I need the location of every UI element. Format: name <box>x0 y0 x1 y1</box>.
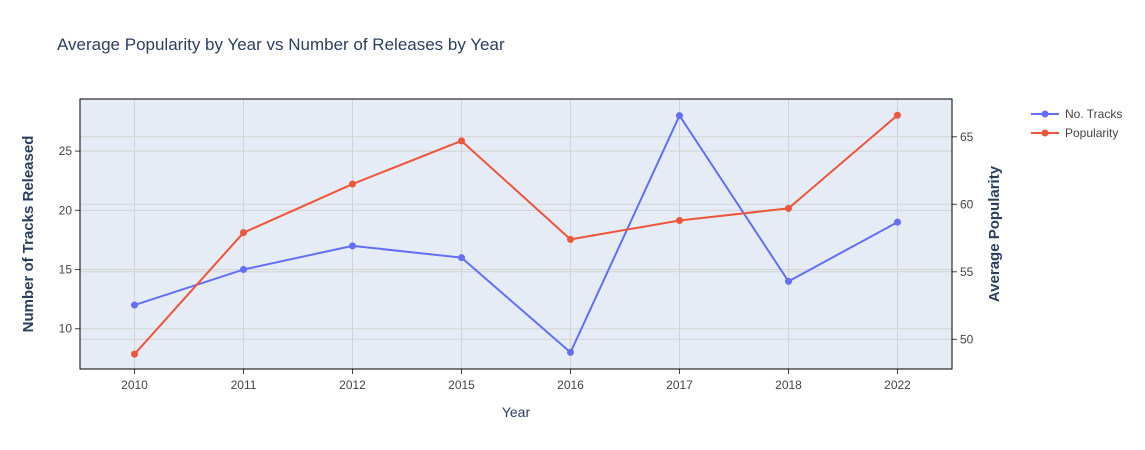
y-axis-title: Number of Tracks Released <box>20 136 37 333</box>
y2-tick-label: 55 <box>960 265 974 279</box>
data-point-1-6 <box>785 204 792 212</box>
legend-item-1[interactable]: Popularity <box>1031 126 1118 140</box>
x-tick-label: 2012 <box>339 378 366 392</box>
y2-axis-ticks: 50 55 60 65 <box>952 130 974 346</box>
data-point-1-5 <box>676 217 683 224</box>
data-point-0-6 <box>785 277 792 285</box>
legend-label: Popularity <box>1065 126 1118 140</box>
y2-tick-label: 65 <box>960 130 974 144</box>
data-point-0-0 <box>131 301 138 309</box>
data-point-0-2 <box>349 242 356 250</box>
series-line-1 <box>133 114 899 355</box>
x-tick-label: 2011 <box>231 378 257 392</box>
legend-swatch-marker <box>1041 129 1049 137</box>
data-point-1-0 <box>131 350 138 358</box>
data-point-0-1 <box>240 266 247 274</box>
grid <box>80 99 952 369</box>
series-points <box>131 111 901 358</box>
x-axis-ticks: 2010 2011 2012 2015 2016 2017 2018 2022 <box>121 369 911 392</box>
legend-swatch-marker <box>1041 110 1049 118</box>
y-tick-label: 15 <box>59 263 73 277</box>
x-axis-title: Year <box>502 404 531 420</box>
y-axis-ticks: 10 15 20 25 <box>59 144 80 336</box>
y-tick-label: 25 <box>59 144 73 158</box>
y2-tick-label: 50 <box>960 332 974 346</box>
data-point-1-3 <box>458 137 465 145</box>
plot-area <box>80 99 952 369</box>
y2-axis-title: Average Popularity <box>986 165 1003 302</box>
legend-label: No. Tracks <box>1065 107 1122 121</box>
data-point-0-5 <box>676 112 683 120</box>
data-point-0-3 <box>458 254 465 262</box>
legend-item-0[interactable]: No. Tracks <box>1031 107 1122 121</box>
x-tick-label: 2016 <box>557 378 584 392</box>
data-point-1-2 <box>349 180 356 188</box>
data-point-1-1 <box>240 229 247 237</box>
data-point-0-4 <box>567 348 574 356</box>
y-tick-label: 20 <box>59 203 73 217</box>
series-line-0 <box>134 114 898 354</box>
y-tick-label: 10 <box>59 322 73 336</box>
y2-tick-label: 60 <box>960 197 974 211</box>
chart-title: Average Popularity by Year vs Number of … <box>57 35 505 54</box>
data-point-1-4 <box>567 235 574 243</box>
x-tick-label: 2015 <box>448 378 475 392</box>
x-tick-label: 2022 <box>884 378 911 392</box>
data-point-1-7 <box>894 111 901 119</box>
legend[interactable]: No. Tracks Popularity <box>1031 107 1122 140</box>
x-tick-label: 2017 <box>666 378 693 392</box>
x-tick-label: 2018 <box>775 378 802 392</box>
series-lines <box>133 114 899 355</box>
data-point-0-7 <box>894 218 901 226</box>
plot-frame <box>79 98 953 370</box>
x-tick-label: 2010 <box>121 378 148 392</box>
